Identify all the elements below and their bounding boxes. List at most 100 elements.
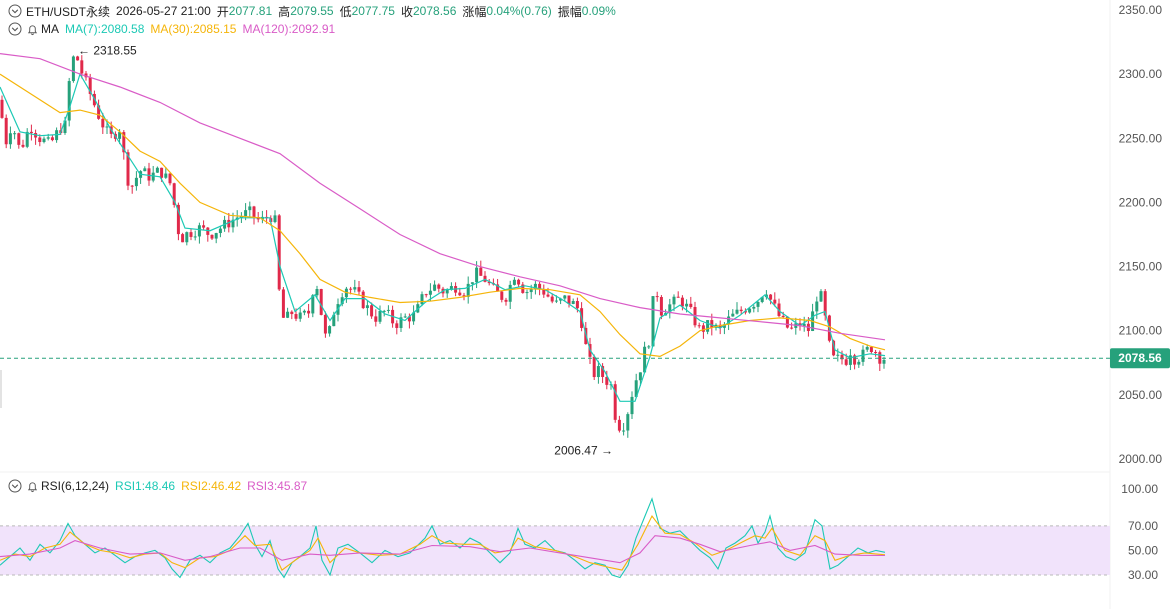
candle-body [185, 232, 189, 243]
candle-body [790, 327, 794, 329]
candle-body [710, 320, 714, 328]
candle-body [802, 323, 806, 327]
rsi1-value: RSI1:48.46 [115, 479, 176, 493]
candle-body [748, 308, 752, 313]
candle-body [449, 286, 453, 290]
candle-up [626, 412, 630, 438]
candle-body [407, 316, 411, 322]
candle-body [785, 316, 789, 328]
candle-body [575, 301, 579, 309]
candle-body [277, 215, 281, 290]
candle-body [689, 303, 693, 308]
symbol-label[interactable]: ETH/USDT永续 [26, 4, 111, 19]
candle-body [865, 347, 869, 350]
candle-up [433, 280, 437, 292]
candle-up [630, 391, 634, 419]
candle-up [643, 341, 647, 373]
rsi-axis-tick: 50.00 [1128, 543, 1158, 557]
candle-body [567, 295, 571, 304]
main-chart: 2350.00 2300.00 2250.00 2200.00 2150.00 2100.… [0, 3, 1170, 466]
candle-body [592, 356, 596, 378]
ma-indicator-label[interactable]: MA [41, 22, 59, 36]
candle-down [437, 283, 441, 293]
candle-body [706, 320, 710, 332]
candle-up [668, 298, 672, 319]
candle-body [38, 137, 42, 143]
candle-up [365, 300, 369, 316]
candle-down [697, 322, 701, 329]
ma-line-ma120 [0, 53, 886, 341]
amplitude-label: 振幅 [557, 4, 582, 19]
candle-up [315, 285, 319, 300]
bell-icon[interactable] [26, 23, 39, 36]
close-value: 2078.56 [413, 4, 457, 18]
change-label: 涨幅 [462, 4, 487, 19]
candle-up [139, 170, 143, 184]
candle-body [71, 56, 75, 82]
rsi-legend: RSI(6,12,24) RSI1:48.46 RSI2:46.42 RSI3:… [0, 476, 313, 496]
candle-body [88, 77, 92, 94]
candle-body [617, 419, 621, 431]
candle-body [769, 294, 773, 300]
candle-body [42, 138, 46, 143]
candle-body [281, 289, 285, 318]
candle-body [542, 289, 546, 295]
bell-icon[interactable] [26, 480, 39, 493]
candle-body [470, 282, 474, 284]
candle-body [63, 120, 67, 134]
candle-up [403, 313, 407, 319]
candle-down [34, 129, 38, 145]
candle-body [848, 355, 852, 365]
rsi-indicator-label[interactable]: RSI(6,12,24) [41, 479, 110, 493]
candle-body [365, 305, 369, 309]
candle-up [214, 232, 218, 244]
candle-body [172, 183, 176, 205]
low-annotation: 2006.47 → [554, 444, 613, 458]
candle-down [374, 309, 378, 327]
candle-body [25, 131, 29, 147]
collapse-toggle-icon[interactable] [8, 479, 22, 493]
candle-body [479, 267, 483, 276]
candle-body [735, 309, 739, 314]
candle-up [596, 360, 600, 384]
candle-body [29, 131, 33, 134]
candle-body [517, 279, 521, 285]
candle-body [13, 133, 17, 135]
last-price-tag-label: 2078.56 [1118, 351, 1162, 365]
candle-body [130, 185, 134, 187]
ma120-value: MA(120):2092.91 [242, 22, 336, 36]
candle-body [563, 295, 567, 299]
candle-up [634, 373, 638, 398]
candle-body [353, 287, 357, 290]
candle-down [21, 139, 25, 149]
candle-body [512, 279, 516, 285]
candle-body [832, 340, 836, 356]
candle-down [202, 220, 206, 230]
candle-down [76, 55, 80, 61]
candle-up [155, 166, 159, 173]
candle-body [756, 301, 760, 307]
open-value: 2077.81 [228, 4, 273, 18]
candle-body [722, 324, 726, 328]
candle-down [693, 301, 697, 328]
left-scroll-handle[interactable] [0, 370, 2, 408]
candle-down [874, 349, 878, 357]
collapse-toggle-icon[interactable] [8, 22, 22, 36]
candle-body [340, 297, 344, 305]
candle-up [794, 317, 798, 335]
candle-body [500, 291, 504, 300]
candle-body [798, 323, 802, 327]
candle-body [651, 296, 655, 347]
candle-body [869, 347, 873, 353]
candle-body [857, 361, 861, 365]
rsi-axis-tick: 70.00 [1128, 519, 1158, 533]
price-axis-tick: 2050.00 [1119, 388, 1163, 402]
candle-down [769, 294, 773, 305]
candle-up [571, 298, 575, 305]
collapse-toggle-icon[interactable] [8, 4, 22, 18]
candle-up [13, 131, 17, 140]
candle-up [706, 320, 710, 335]
candle-down [479, 260, 483, 276]
ma7-value: MA(7):2080.58 [65, 22, 145, 36]
